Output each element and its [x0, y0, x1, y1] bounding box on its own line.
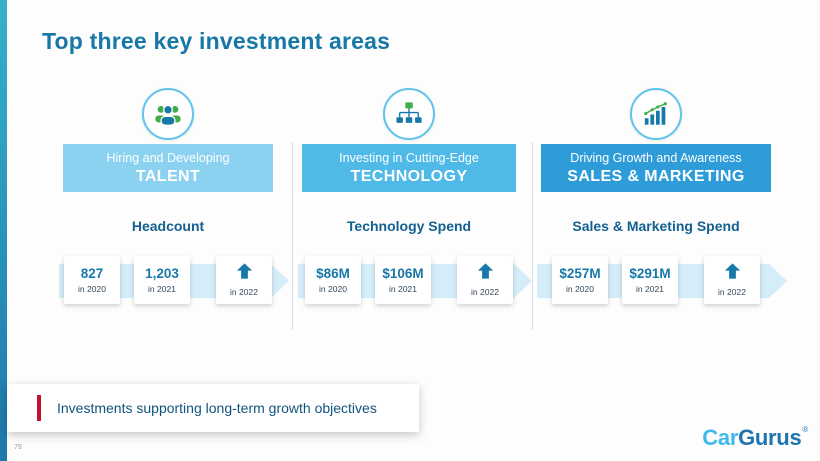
- callout-card: Investments supporting long-term growth …: [7, 384, 419, 432]
- stat-value: $106M: [382, 266, 424, 281]
- stat-label: in 2021: [148, 284, 176, 294]
- stat-value: 827: [80, 266, 104, 281]
- up-arrow-icon: [236, 263, 253, 284]
- banner-subtitle: Investing in Cutting-Edge: [339, 151, 479, 166]
- cargurus-logo: CarGurus®: [702, 425, 808, 451]
- stat-label: in 2022: [718, 287, 746, 297]
- stat-label: in 2020: [566, 284, 594, 294]
- banner-talent: Hiring and Developing TALENT: [63, 144, 273, 192]
- stats-row: 827 in 2020 1,203 in 2021 in 2022: [63, 256, 273, 306]
- growth-chart-icon: [630, 88, 682, 140]
- stat-box: $86M in 2020: [305, 256, 361, 304]
- column-divider: [532, 142, 533, 330]
- banner-title: SALES & MARKETING: [567, 167, 745, 185]
- stat-label: in 2021: [389, 284, 417, 294]
- stat-label: in 2022: [230, 287, 258, 297]
- stats-row: $257M in 2020 $291M in 2021 in 2022: [541, 256, 771, 306]
- banner-technology: Investing in Cutting-Edge TECHNOLOGY: [302, 144, 516, 192]
- stat-value: $86M: [316, 266, 350, 281]
- page-number: 79: [14, 444, 22, 451]
- stat-label: in 2021: [636, 284, 664, 294]
- stat-box: in 2022: [457, 256, 513, 304]
- metric-heading: Headcount: [131, 218, 205, 234]
- stat-value: $257M: [559, 266, 601, 281]
- logo-gurus: Gurus: [738, 425, 802, 450]
- stat-box: in 2022: [216, 256, 272, 304]
- stat-value: 1,203: [145, 266, 179, 281]
- stat-label: in 2020: [319, 284, 347, 294]
- up-arrow-icon: [724, 263, 741, 284]
- stat-box: $291M in 2021: [622, 256, 678, 304]
- investment-column-technology: Investing in Cutting-Edge TECHNOLOGY Tec…: [302, 88, 516, 306]
- stat-label: in 2022: [471, 287, 499, 297]
- callout-text: Investments supporting long-term growth …: [57, 400, 377, 416]
- banner-title: TECHNOLOGY: [350, 167, 468, 185]
- team-icon: [142, 88, 194, 140]
- investment-column-talent: Hiring and Developing TALENT Headcount 8…: [63, 88, 273, 306]
- callout-accent-bar: [37, 395, 41, 421]
- banner-subtitle: Hiring and Developing: [106, 151, 230, 166]
- stat-label: in 2020: [78, 284, 106, 294]
- banner-title: TALENT: [135, 167, 201, 185]
- logo-car: Car: [702, 425, 739, 450]
- stat-box: $106M in 2021: [375, 256, 431, 304]
- stat-box: 1,203 in 2021: [134, 256, 190, 304]
- column-divider: [292, 142, 293, 330]
- stat-box: 827 in 2020: [64, 256, 120, 304]
- stat-box: $257M in 2020: [552, 256, 608, 304]
- metric-heading: Technology Spend: [346, 218, 472, 234]
- metric-heading: Sales & Marketing Spend: [572, 218, 740, 234]
- investment-column-sales-marketing: Driving Growth and Awareness SALES & MAR…: [541, 88, 771, 306]
- stat-box: in 2022: [704, 256, 760, 304]
- banner-sales-marketing: Driving Growth and Awareness SALES & MAR…: [541, 144, 771, 192]
- registered-mark: ®: [802, 425, 808, 434]
- slide-title: Top three key investment areas: [42, 28, 391, 54]
- up-arrow-icon: [477, 263, 494, 284]
- org-chart-icon: [383, 88, 435, 140]
- banner-subtitle: Driving Growth and Awareness: [570, 151, 742, 166]
- stats-row: $86M in 2020 $106M in 2021 in 2022: [302, 256, 516, 306]
- left-accent-stripe: [0, 0, 7, 461]
- stat-value: $291M: [629, 266, 671, 281]
